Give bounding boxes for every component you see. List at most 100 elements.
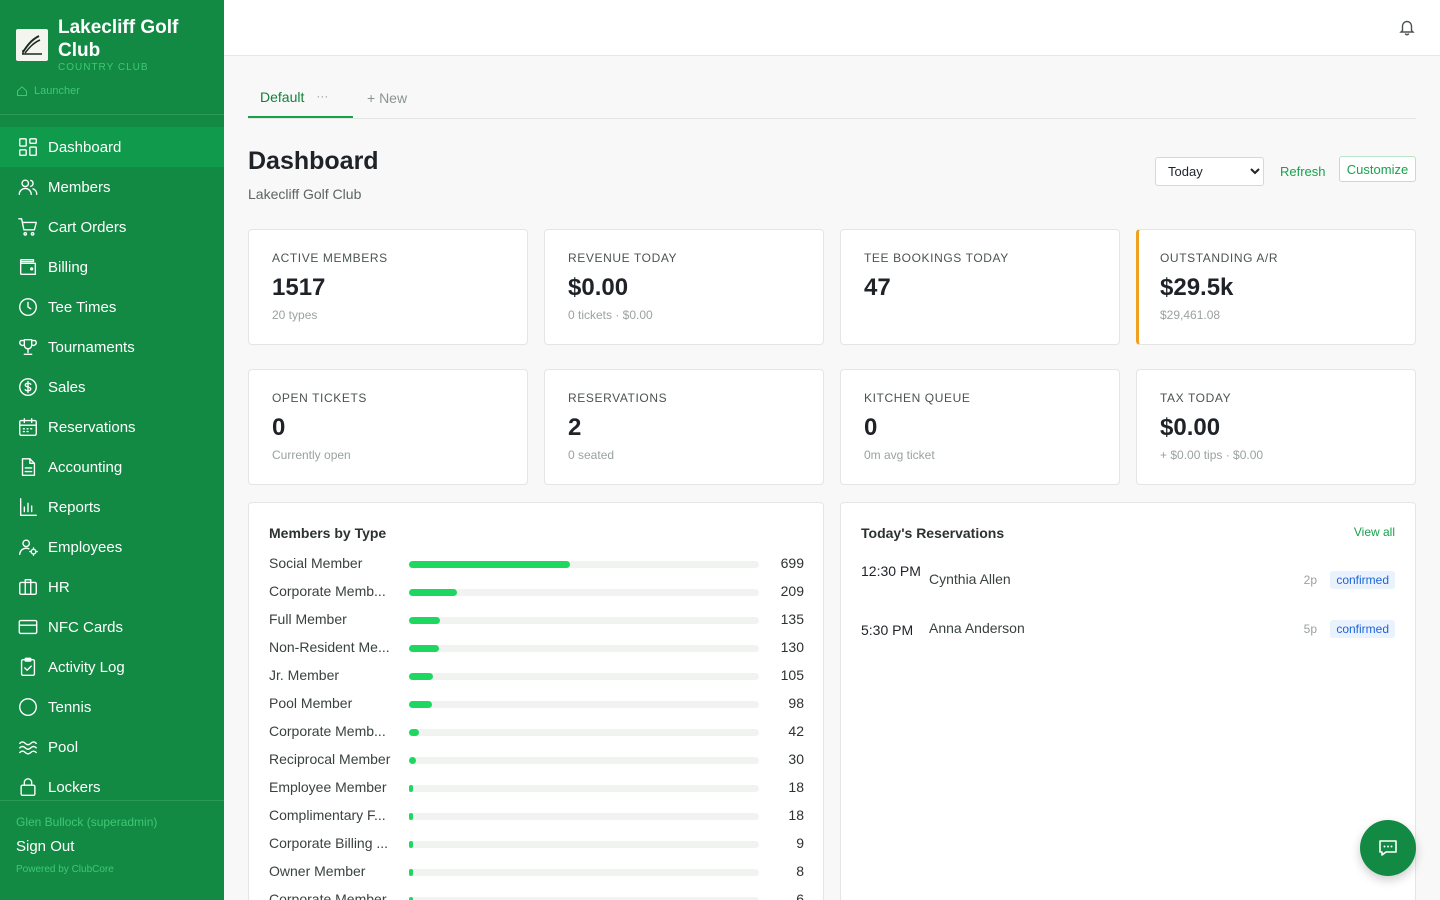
member-type-count: 18 bbox=[788, 779, 804, 795]
sidebar-item-activity-log[interactable]: Activity Log bbox=[0, 647, 224, 687]
sidebar-item-lockers[interactable]: Lockers bbox=[0, 767, 224, 807]
member-type-bar bbox=[409, 673, 434, 680]
member-type-label: Complimentary F... bbox=[269, 807, 386, 823]
member-type-bar bbox=[409, 785, 414, 792]
member-type-bar bbox=[409, 841, 413, 848]
member-type-count: 699 bbox=[780, 555, 804, 571]
chat-button[interactable] bbox=[1360, 820, 1416, 876]
sidebar-item-hr[interactable]: HR bbox=[0, 567, 224, 607]
tab-new[interactable]: + New bbox=[367, 90, 408, 106]
clipboard-icon bbox=[16, 655, 40, 679]
kpi-value: $0.00 bbox=[568, 274, 629, 301]
sidebar-item-billing[interactable]: Billing bbox=[0, 247, 224, 287]
sidebar-item-employees[interactable]: Employees bbox=[0, 527, 224, 567]
reservation-time: 5:30 PM bbox=[861, 622, 914, 638]
waves-icon bbox=[16, 735, 40, 759]
reservations-title: Today's Reservations bbox=[861, 525, 1005, 541]
sidebar-item-label: Members bbox=[48, 178, 111, 196]
current-user: Glen Bullock (superadmin) bbox=[16, 815, 158, 829]
kpi-card-reservations[interactable]: RESERVATIONS 2 0 seated bbox=[544, 369, 824, 485]
reservation-row[interactable]: 12:30 PM Cynthia Allen 2p confirmed bbox=[861, 561, 1395, 601]
sidebar-item-label: Employees bbox=[48, 538, 123, 556]
kpi-value: $0.00 bbox=[1160, 414, 1221, 441]
refresh-button[interactable]: Refresh bbox=[1280, 164, 1326, 179]
member-type-label: Reciprocal Member bbox=[269, 751, 391, 767]
kpi-subtext: Currently open bbox=[272, 448, 351, 462]
member-type-label: Jr. Member bbox=[269, 667, 340, 683]
member-type-bar-track bbox=[409, 617, 759, 624]
member-type-label: Social Member bbox=[269, 555, 363, 571]
page-header: Dashboard Lakecliff Golf Club Today Refr… bbox=[248, 119, 1416, 223]
launcher-link[interactable]: Launcher bbox=[0, 82, 224, 100]
sidebar-item-pool[interactable]: Pool bbox=[0, 727, 224, 767]
reservation-guest: Anna Anderson bbox=[929, 620, 1025, 636]
member-type-bar-track bbox=[409, 701, 759, 708]
sidebar-item-label: NFC Cards bbox=[48, 618, 124, 636]
member-type-label: Corporate Member bbox=[269, 891, 387, 900]
kpi-card-kitchen-queue[interactable]: KITCHEN QUEUE 0 0m avg ticket bbox=[840, 369, 1120, 485]
sidebar-item-label: Reservations bbox=[48, 418, 136, 436]
date-range-select[interactable]: Today bbox=[1155, 157, 1264, 186]
member-type-row: Corporate Memb... 209 bbox=[269, 579, 804, 607]
sign-out-link[interactable]: Sign Out bbox=[16, 838, 75, 855]
member-type-bar-track bbox=[409, 729, 759, 736]
kpi-card-active-members[interactable]: ACTIVE MEMBERS 1517 20 types bbox=[248, 229, 528, 345]
kpi-label: OPEN TICKETS bbox=[272, 391, 367, 405]
kpi-card-tax-today[interactable]: TAX TODAY $0.00 + $0.00 tips · $0.00 bbox=[1136, 369, 1416, 485]
tab-options-icon[interactable]: ··· bbox=[316, 89, 329, 103]
sidebar-item-reports[interactable]: Reports bbox=[0, 487, 224, 527]
wallet-icon bbox=[16, 255, 40, 279]
kpi-card-tee-bookings-today[interactable]: TEE BOOKINGS TODAY 47 bbox=[840, 229, 1120, 345]
sidebar-item-sales[interactable]: Sales bbox=[0, 367, 224, 407]
member-type-bar bbox=[409, 645, 439, 652]
members-by-type-title: Members by Type bbox=[269, 525, 387, 541]
member-type-row: Reciprocal Member 30 bbox=[269, 747, 804, 775]
chat-icon bbox=[1379, 840, 1397, 856]
member-type-label: Non-Resident Me... bbox=[269, 639, 390, 655]
kpi-card-revenue-today[interactable]: REVENUE TODAY $0.00 0 tickets · $0.00 bbox=[544, 229, 824, 345]
member-type-count: 30 bbox=[788, 751, 804, 767]
customize-button[interactable]: Customize bbox=[1339, 156, 1416, 182]
member-type-bar-track bbox=[409, 757, 759, 764]
sidebar-item-label: Activity Log bbox=[48, 658, 125, 676]
member-type-row: Non-Resident Me... 130 bbox=[269, 635, 804, 663]
member-type-bar bbox=[409, 813, 414, 820]
reservation-party-size: 5p bbox=[1303, 622, 1317, 636]
notifications-bell-icon[interactable] bbox=[1398, 18, 1416, 41]
cart-icon bbox=[16, 215, 40, 239]
kpi-card-open-tickets[interactable]: OPEN TICKETS 0 Currently open bbox=[248, 369, 528, 485]
member-type-bar bbox=[409, 897, 413, 900]
sidebar-item-label: Sales bbox=[48, 378, 86, 396]
sidebar-item-label: Billing bbox=[48, 258, 89, 276]
view-all-reservations-link[interactable]: View all bbox=[1353, 525, 1395, 539]
reservation-time: 12:30 PM bbox=[861, 563, 921, 579]
member-type-bar-track bbox=[409, 673, 759, 680]
member-type-count: 98 bbox=[788, 695, 804, 711]
tab-default[interactable]: Default ··· bbox=[248, 80, 353, 118]
member-type-row: Corporate Memb... 42 bbox=[269, 719, 804, 747]
sidebar-item-dashboard[interactable]: Dashboard bbox=[0, 127, 224, 167]
kpi-subtext: $29,461.08 bbox=[1160, 308, 1221, 322]
member-type-count: 8 bbox=[796, 863, 804, 879]
kpi-value: 0 bbox=[864, 414, 878, 441]
sidebar-item-accounting[interactable]: Accounting bbox=[0, 447, 224, 487]
kpi-label: TAX TODAY bbox=[1160, 391, 1232, 405]
sidebar-item-cart-orders[interactable]: Cart Orders bbox=[0, 207, 224, 247]
clock-icon bbox=[16, 295, 40, 319]
member-type-label: Corporate Billing ... bbox=[269, 835, 389, 851]
member-type-label: Corporate Memb... bbox=[269, 583, 386, 599]
sidebar-item-members[interactable]: Members bbox=[0, 167, 224, 207]
sidebar-item-tournaments[interactable]: Tournaments bbox=[0, 327, 224, 367]
sidebar-footer: Glen Bullock (superadmin) Sign Out Power… bbox=[0, 800, 224, 875]
sidebar-item-nfc-cards[interactable]: NFC Cards bbox=[0, 607, 224, 647]
reservation-row[interactable]: 5:30 PM Anna Anderson 5p confirmed bbox=[861, 620, 1395, 640]
member-type-label: Owner Member bbox=[269, 863, 366, 879]
sidebar-item-reservations[interactable]: Reservations bbox=[0, 407, 224, 447]
member-type-bar-track bbox=[409, 841, 759, 848]
sidebar-item-tee-times[interactable]: Tee Times bbox=[0, 287, 224, 327]
sidebar-item-label: Pool bbox=[48, 738, 79, 756]
kpi-card-outstanding-a-r[interactable]: OUTSTANDING A/R $29.5k $29,461.08 bbox=[1136, 229, 1416, 345]
sidebar-item-tennis[interactable]: Tennis bbox=[0, 687, 224, 727]
card-icon bbox=[16, 615, 40, 639]
kpi-value: 2 bbox=[568, 414, 582, 441]
